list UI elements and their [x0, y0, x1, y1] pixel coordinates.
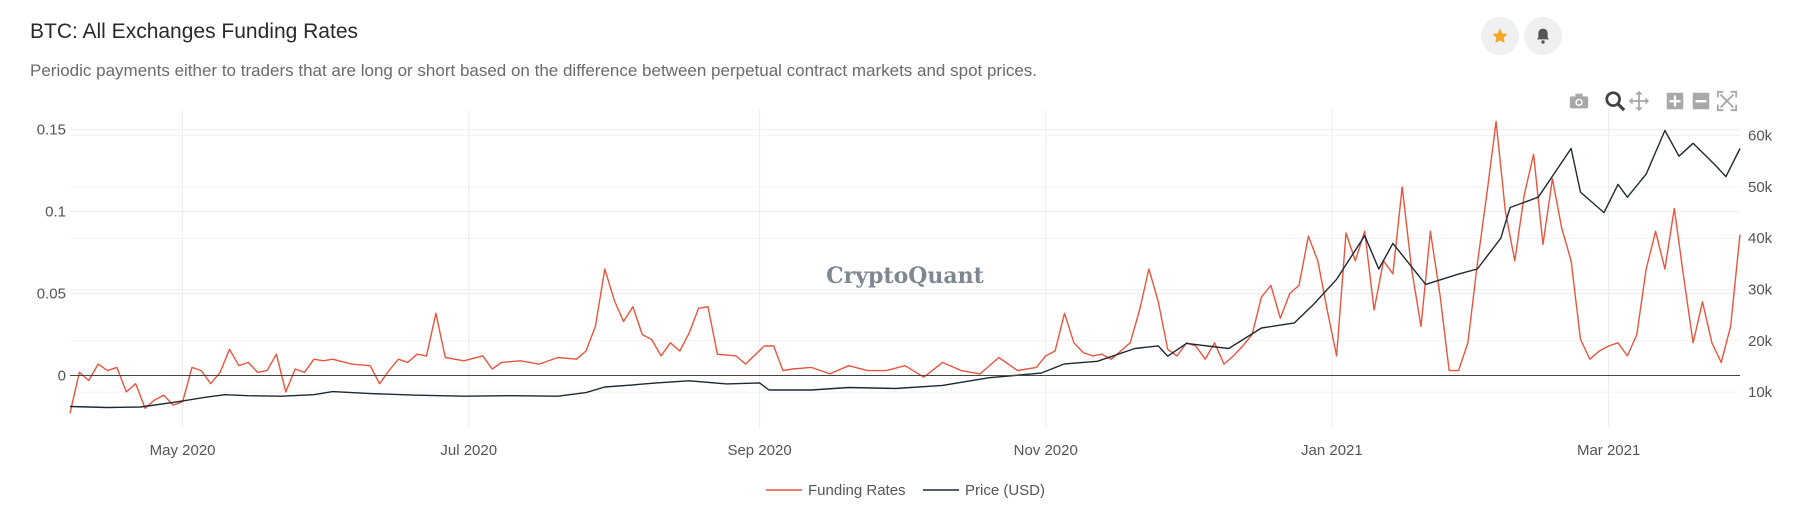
- notification-bell-icon: [1537, 28, 1549, 44]
- chart-subtitle: Periodic payments either to traders that…: [30, 61, 1038, 80]
- x-tick-label: Sep 2020: [727, 442, 791, 459]
- x-tick-label: May 2020: [150, 442, 216, 459]
- y2-tick-label: 60k: [1748, 128, 1773, 145]
- x-tick-label: Jul 2020: [440, 442, 497, 459]
- legend-label: Funding Rates: [808, 482, 906, 499]
- price-line: [69, 129, 1741, 409]
- chart-title: BTC: All Exchanges Funding Rates: [30, 20, 359, 43]
- x-tick-label: Mar 2021: [1577, 442, 1640, 459]
- watermark: CryptoQuant: [826, 263, 985, 289]
- y-tick-label: 0.05: [37, 286, 66, 303]
- notification-button[interactable]: [1524, 17, 1562, 55]
- y2-tick-label: 50k: [1748, 179, 1773, 196]
- legend-label: Price (USD): [965, 482, 1045, 499]
- y2-tick-label: 20k: [1748, 333, 1773, 350]
- y2-tick-label: 10k: [1748, 384, 1773, 401]
- y-tick-label: 0: [58, 368, 66, 385]
- legend-item[interactable]: Funding Rates: [766, 482, 906, 499]
- zoom-icon[interactable]: [1604, 90, 1628, 114]
- y-tick-label: 0.15: [37, 122, 66, 139]
- x-tick-label: Jan 2021: [1301, 442, 1363, 459]
- pan-icon[interactable]: [1628, 90, 1652, 114]
- x-tick-label: Nov 2020: [1014, 442, 1078, 459]
- y2-tick-label: 30k: [1748, 282, 1773, 299]
- funding-rates-line: [69, 120, 1741, 414]
- autoscale-icon[interactable]: [1716, 90, 1740, 114]
- favorite-star-icon: [1492, 28, 1508, 43]
- zoom-in-icon[interactable]: [1664, 90, 1688, 114]
- camera-icon[interactable]: [1568, 90, 1592, 114]
- chart-toolbar: [1568, 90, 1784, 116]
- zoom-out-icon[interactable]: [1690, 90, 1714, 114]
- y-tick-label: 0.1: [45, 204, 66, 221]
- legend-item[interactable]: Price (USD): [923, 482, 1045, 499]
- favorite-button[interactable]: [1481, 17, 1519, 55]
- y2-tick-label: 40k: [1748, 230, 1773, 247]
